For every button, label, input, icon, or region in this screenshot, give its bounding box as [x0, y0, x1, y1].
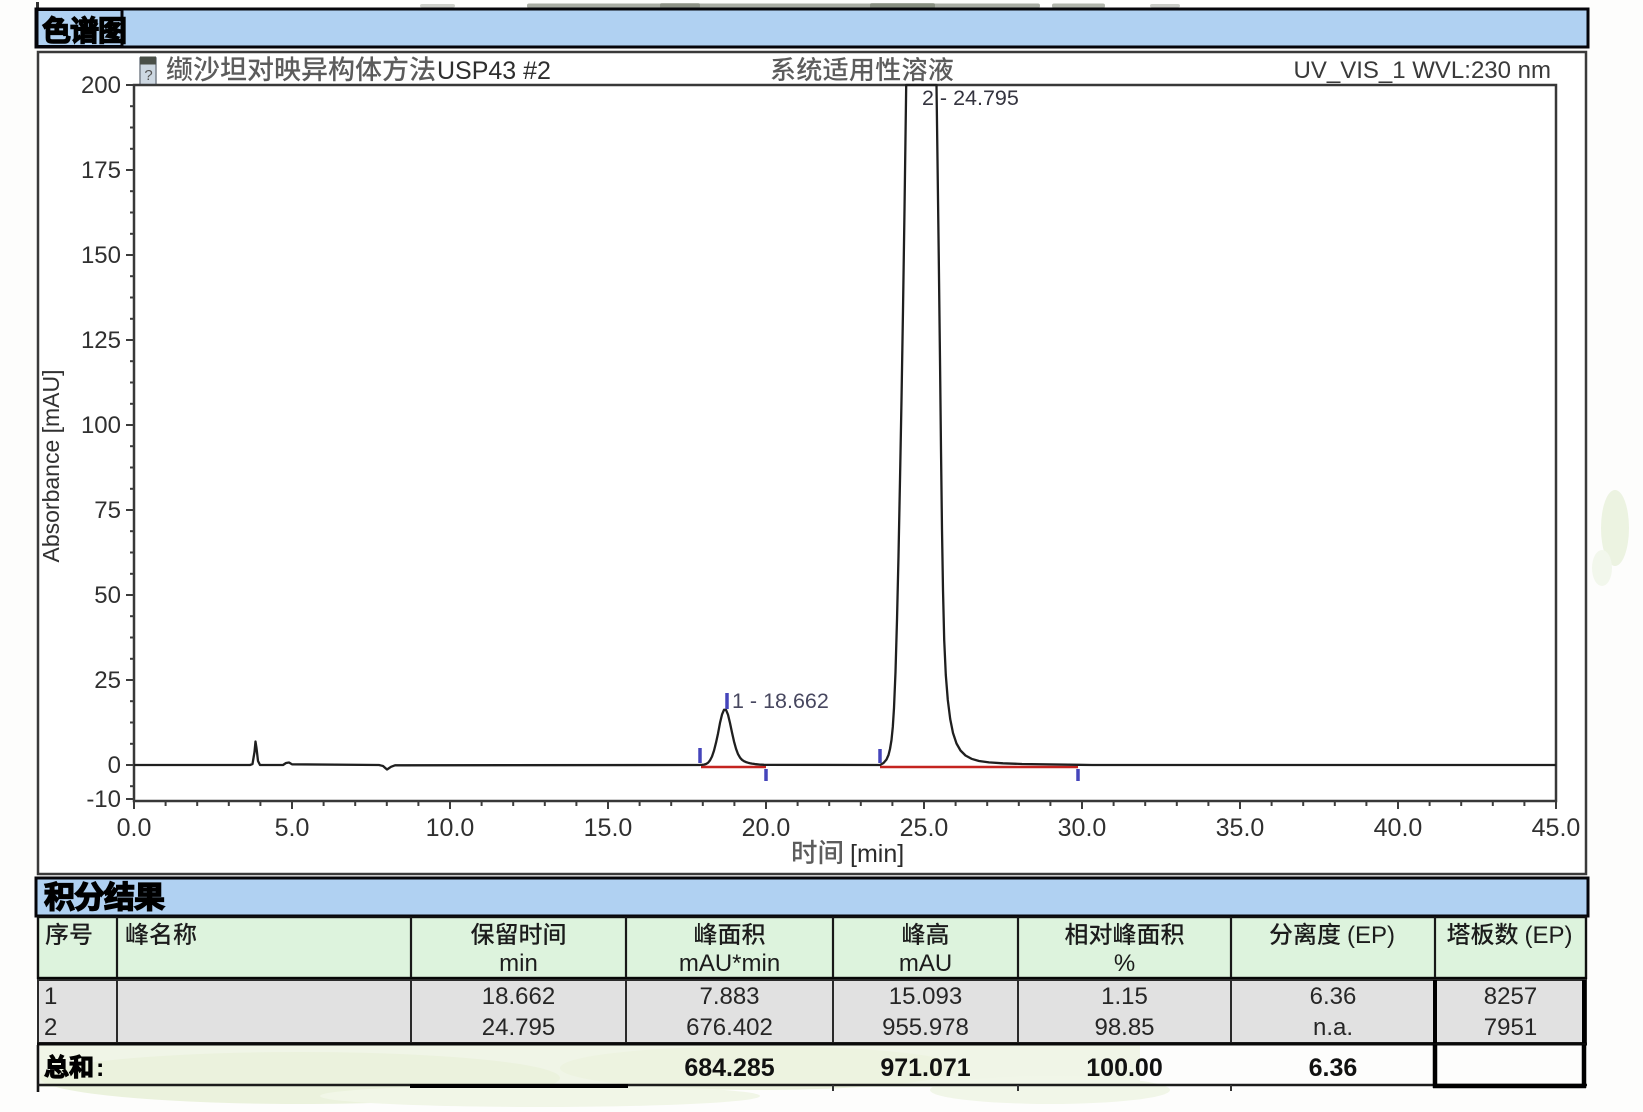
- svg-text:100: 100: [81, 412, 121, 439]
- svg-text:10.0: 10.0: [426, 814, 475, 842]
- svg-text:45.0: 45.0: [1532, 814, 1581, 842]
- svg-text:100.00: 100.00: [1086, 1054, 1162, 1082]
- svg-text:955.978: 955.978: [882, 1014, 969, 1041]
- svg-text:0.0: 0.0: [117, 814, 152, 842]
- svg-text:25: 25: [94, 667, 121, 694]
- svg-text:24.795: 24.795: [482, 1014, 555, 1041]
- svg-text:75: 75: [94, 497, 121, 524]
- svg-text:8257: 8257: [1484, 983, 1537, 1010]
- svg-text:n.a.: n.a.: [1313, 1014, 1353, 1041]
- svg-text:mAU*min: mAU*min: [679, 950, 780, 977]
- svg-text:98.85: 98.85: [1094, 1014, 1154, 1041]
- svg-text:min: min: [499, 950, 538, 977]
- svg-text:50: 50: [94, 582, 121, 609]
- svg-text:6.36: 6.36: [1309, 1054, 1358, 1082]
- svg-text::: :: [96, 1054, 104, 1082]
- svg-text:1.15: 1.15: [1101, 983, 1148, 1010]
- svg-text:1 - 18.662: 1 - 18.662: [732, 689, 829, 713]
- svg-text:676.402: 676.402: [686, 1014, 773, 1041]
- svg-text:35.0: 35.0: [1216, 814, 1265, 842]
- svg-text:7951: 7951: [1484, 1014, 1537, 1041]
- svg-text:-10: -10: [86, 786, 121, 813]
- svg-text:?: ?: [144, 67, 152, 84]
- svg-text:(EP): (EP): [1347, 922, 1395, 949]
- svg-text:150: 150: [81, 242, 121, 269]
- svg-text:0: 0: [108, 752, 121, 779]
- svg-text:200: 200: [81, 72, 121, 99]
- svg-text:30.0: 30.0: [1058, 814, 1107, 842]
- svg-text:mAU: mAU: [899, 950, 952, 977]
- svg-text:7.883: 7.883: [699, 983, 759, 1010]
- svg-text:UV_VIS_1 WVL:230 nm: UV_VIS_1 WVL:230 nm: [1294, 57, 1551, 84]
- svg-text:20.0: 20.0: [742, 814, 791, 842]
- svg-text:5.0: 5.0: [275, 814, 310, 842]
- svg-text:175: 175: [81, 157, 121, 184]
- svg-text:2 - 24.795: 2 - 24.795: [922, 86, 1019, 110]
- svg-text:125: 125: [81, 327, 121, 354]
- svg-text:684.285: 684.285: [684, 1054, 774, 1082]
- svg-text:1: 1: [44, 983, 57, 1010]
- svg-text:40.0: 40.0: [1374, 814, 1423, 842]
- svg-text:%: %: [1114, 950, 1135, 977]
- svg-text:(EP): (EP): [1525, 922, 1573, 949]
- svg-text:25.0: 25.0: [900, 814, 949, 842]
- svg-text:971.071: 971.071: [880, 1054, 970, 1082]
- svg-text:18.662: 18.662: [482, 983, 555, 1010]
- svg-text:USP43 #2: USP43 #2: [437, 57, 551, 85]
- svg-text:15.093: 15.093: [889, 983, 962, 1010]
- svg-text:15.0: 15.0: [584, 814, 633, 842]
- svg-text:Absorbance [mAU]: Absorbance [mAU]: [38, 369, 64, 562]
- svg-text:6.36: 6.36: [1310, 983, 1357, 1010]
- svg-text:2: 2: [44, 1014, 57, 1041]
- svg-text:[min]: [min]: [850, 840, 904, 868]
